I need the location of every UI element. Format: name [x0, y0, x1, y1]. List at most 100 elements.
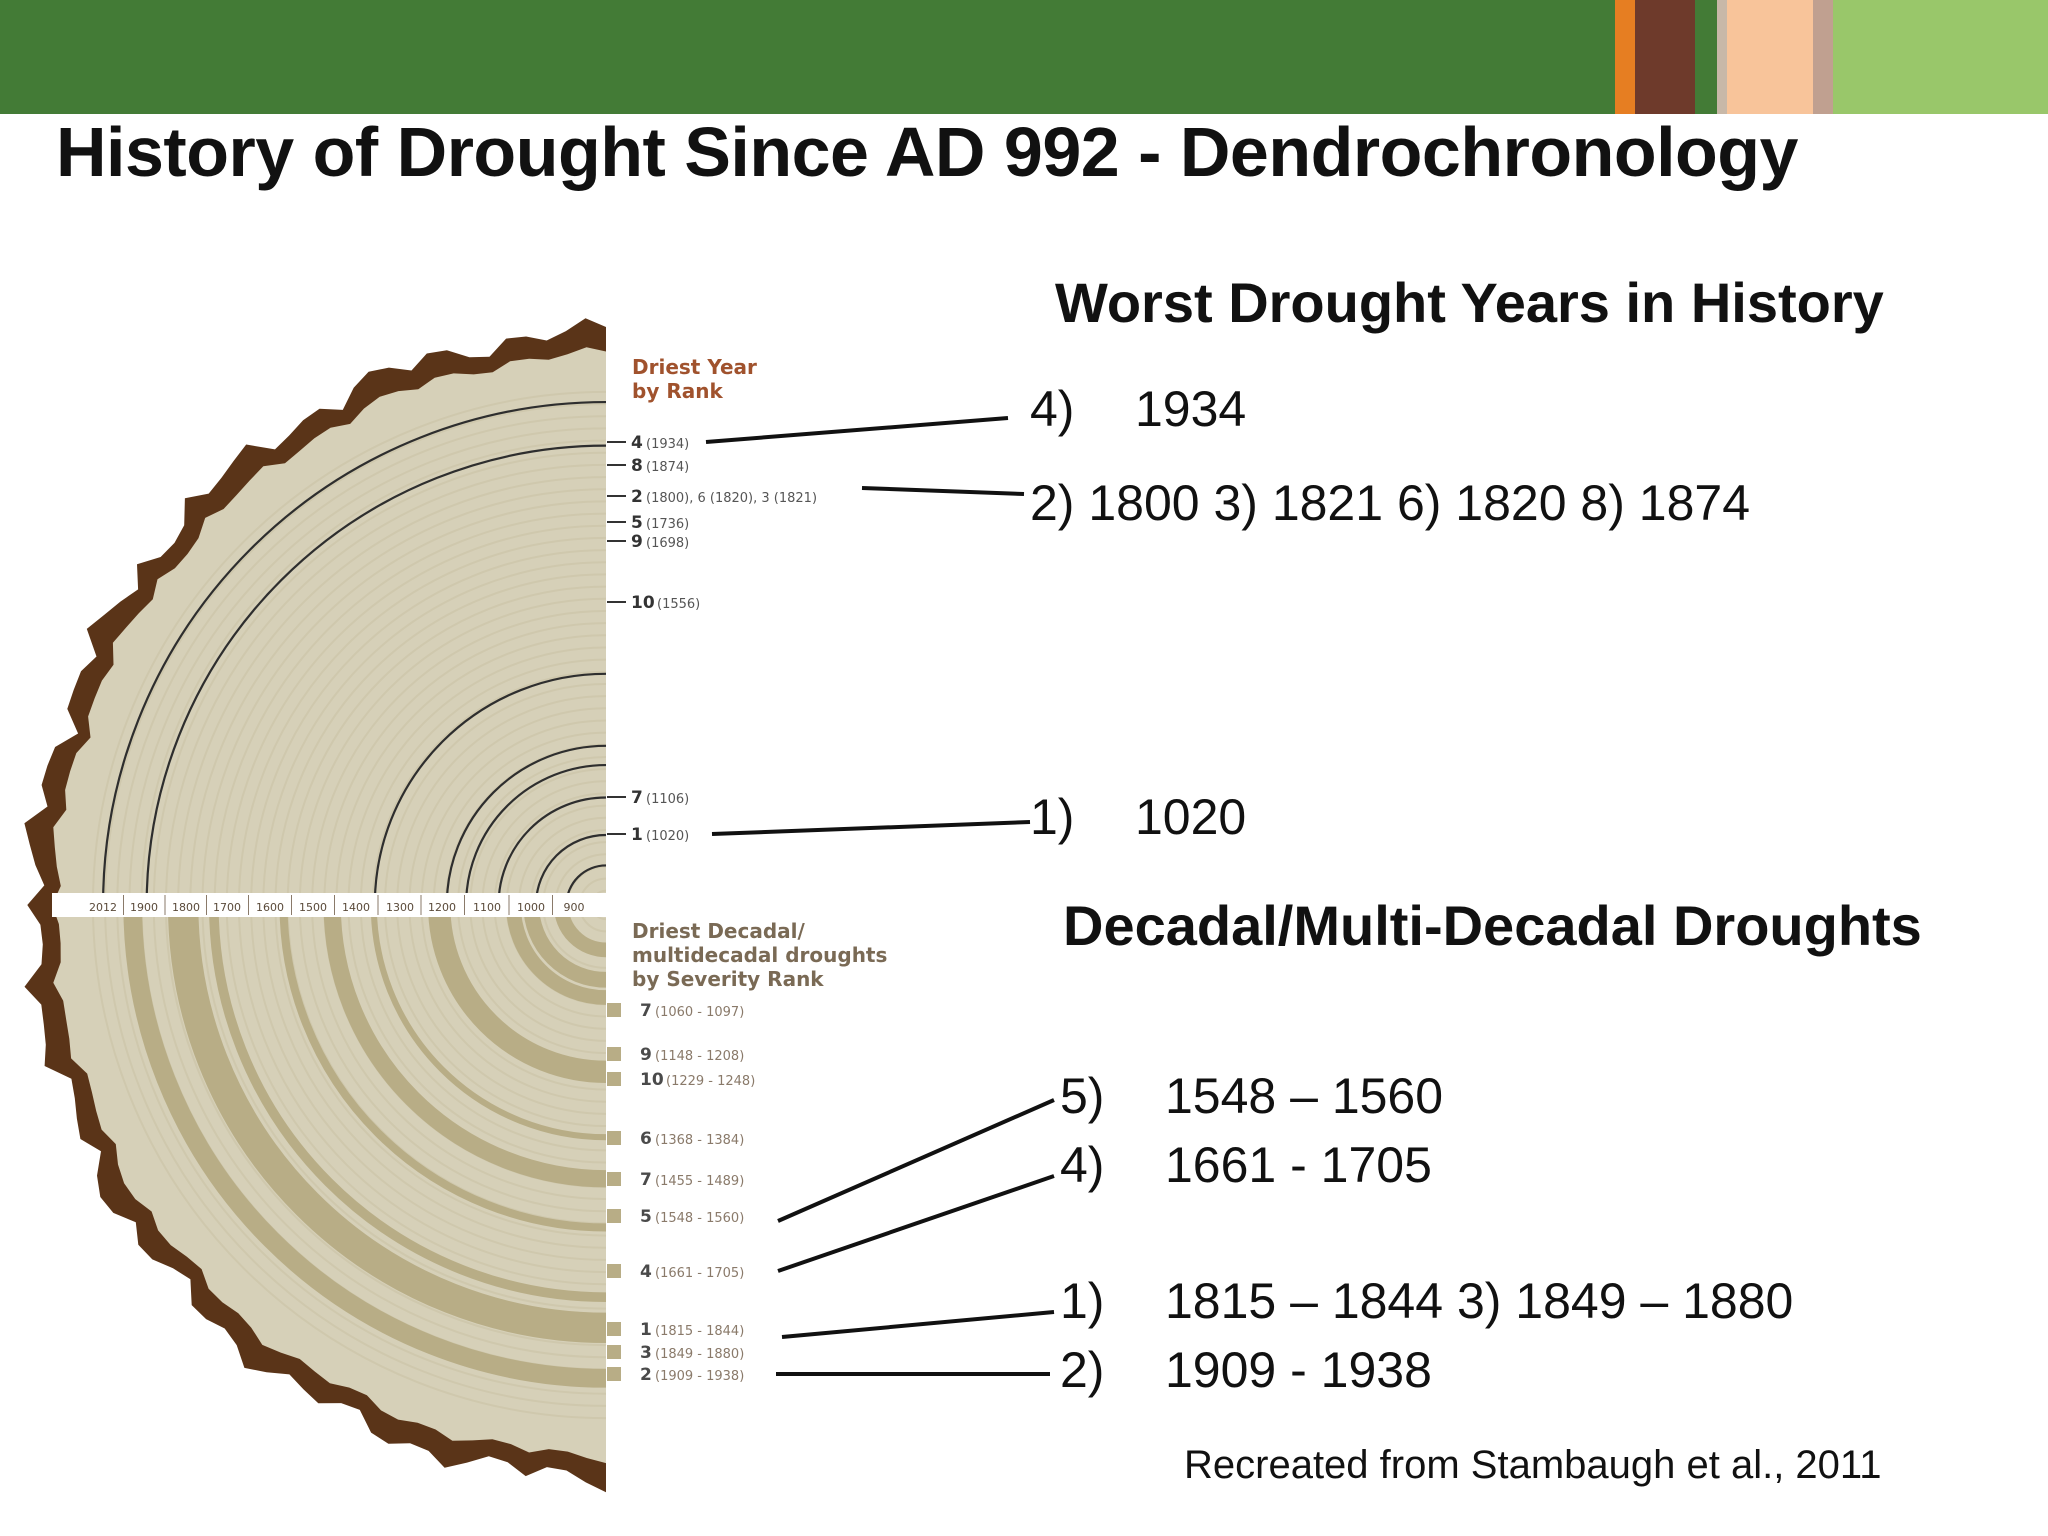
band-rank-number: 3: [640, 1343, 652, 1363]
drought-year-ring: [497, 796, 607, 906]
band-rank-number: 7: [640, 1001, 652, 1021]
drought-year-ring: [373, 672, 607, 906]
item-label: 4): [1030, 381, 1075, 437]
item-label: 1): [1060, 1273, 1105, 1329]
scale-label: 1400: [342, 901, 370, 914]
header-accent-peach: [1727, 0, 1813, 114]
band-marker: [607, 1172, 621, 1186]
rank-number: 9: [631, 532, 643, 552]
scale-label: 900: [564, 901, 585, 914]
item-label: 4): [1060, 1137, 1105, 1193]
scale-label: 1800: [172, 901, 200, 914]
decadal-drought-band: [370, 904, 607, 1141]
band-years: (1661 - 1705): [655, 1266, 744, 1281]
worst-years-heading: Worst Drought Years in History: [1055, 271, 1884, 334]
decadal-item: 5) 1548 – 1560: [1060, 1067, 1443, 1125]
driest-year-heading: by Rank: [632, 379, 723, 403]
decadal-heading-diagram: Driest Decadal/: [632, 919, 805, 943]
band-rank-number: 1: [640, 1320, 652, 1340]
item-label: 5): [1060, 1068, 1105, 1124]
drought-year-ring: [445, 744, 607, 906]
rank-years: (1106): [646, 792, 689, 807]
header-accent-brown: [1635, 0, 1695, 114]
decadal-drought-band: [279, 904, 607, 1232]
scale-label: 1300: [386, 901, 414, 914]
item-text: 2) 1800 3) 1821 6) 1820 8) 1874: [1030, 475, 1750, 531]
band-years: (1909 - 1938): [655, 1369, 744, 1384]
year-scale-strip: [52, 893, 607, 917]
leader-line: [861, 486, 1025, 496]
band-years: (1849 - 1880): [655, 1347, 744, 1362]
drought-year-ring: [464, 763, 607, 906]
rank-number: 4: [631, 433, 643, 453]
decadal-item: 2) 1909 - 1938: [1060, 1341, 1432, 1399]
header-accent-orange: [1615, 0, 1635, 114]
band-marker: [607, 1264, 621, 1278]
header-accent-green: [1695, 0, 1717, 114]
decadal-drought-band: [123, 904, 607, 1388]
worst-year-item: 4) 1934: [1030, 380, 1246, 438]
rank-number: 2: [631, 487, 643, 507]
leader-line: [781, 1310, 1055, 1339]
decadal-heading: Decadal/Multi-Decadal Droughts: [1063, 894, 1922, 957]
rank-years: (1874): [646, 460, 689, 475]
scale-label: 1000: [517, 901, 545, 914]
scale-label: 1100: [473, 901, 501, 914]
item-label: 1): [1030, 789, 1075, 845]
item-text: 1909 - 1938: [1165, 1342, 1432, 1398]
drought-year-ring: [534, 833, 607, 906]
rank-number: 10: [631, 593, 655, 613]
decadal-item: 4) 1661 - 1705: [1060, 1136, 1432, 1194]
decadal-drought-band: [506, 904, 607, 1005]
band-rank-number: 2: [640, 1365, 652, 1385]
scale-label: 1500: [299, 901, 327, 914]
header-bar: [0, 0, 2048, 114]
band-rank-number: 7: [640, 1170, 652, 1190]
rank-number: 1: [631, 825, 643, 845]
scale-label: 1900: [130, 901, 158, 914]
band-marker: [607, 1072, 621, 1086]
band-marker: [607, 1047, 621, 1061]
rank-years: (1800), 6 (1820), 3 (1821): [646, 491, 817, 506]
band-years: (1229 - 1248): [666, 1074, 755, 1089]
band-rank-number: 9: [640, 1045, 652, 1065]
band-rank-number: 4: [640, 1262, 652, 1282]
decadal-heading-diagram: by Severity Rank: [632, 967, 824, 991]
rank-years: (1556): [657, 597, 700, 612]
band-rank-number: 5: [640, 1207, 652, 1227]
header-accent-gray: [1717, 0, 1727, 114]
decadal-item: 1) 1815 – 1844 3) 1849 – 1880: [1060, 1272, 1793, 1330]
item-text: 1815 – 1844 3) 1849 – 1880: [1165, 1273, 1794, 1329]
band-years: (1815 - 1844): [655, 1324, 744, 1339]
band-years: (1455 - 1489): [655, 1174, 744, 1189]
item-label: 2): [1060, 1342, 1105, 1398]
scale-label: 2012: [89, 901, 117, 914]
worst-year-item: 2) 1800 3) 1821 6) 1820 8) 1874: [1030, 474, 1750, 532]
worst-year-item: 1) 1020: [1030, 788, 1246, 846]
band-rank-number: 6: [640, 1129, 652, 1149]
band-years: (1148 - 1208): [655, 1049, 744, 1064]
scale-label: 1600: [256, 901, 284, 914]
band-marker: [607, 1345, 621, 1359]
leader-line: [705, 416, 1009, 444]
rank-years: (1698): [646, 536, 689, 551]
band-marker: [607, 1367, 621, 1381]
scale-label: 1700: [213, 901, 241, 914]
rank-years: (1736): [646, 517, 689, 532]
band-marker: [607, 1131, 621, 1145]
source-credit: Recreated from Stambaugh et al., 2011: [1184, 1443, 1882, 1487]
band-marker: [607, 1322, 621, 1336]
leader-line: [711, 820, 1031, 836]
header-accent-mauve: [1813, 0, 1833, 114]
drought-year-ring: [101, 400, 607, 906]
decadal-drought-band: [428, 904, 607, 1083]
band-years: (1548 - 1560): [655, 1211, 744, 1226]
rank-years: (1020): [646, 829, 689, 844]
drought-year-ring: [145, 444, 607, 906]
decadal-drought-band: [167, 904, 607, 1344]
leader-line: [777, 1098, 1055, 1223]
band-years: (1368 - 1384): [655, 1133, 744, 1148]
rank-number: 8: [631, 456, 643, 476]
band-marker: [607, 1003, 621, 1017]
